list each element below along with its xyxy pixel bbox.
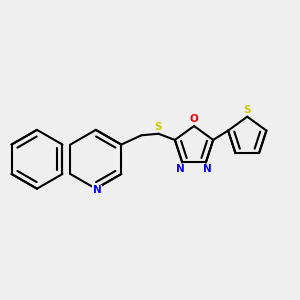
Text: N: N [176, 164, 185, 174]
Text: N: N [93, 185, 102, 195]
Text: O: O [190, 114, 198, 124]
Text: S: S [155, 122, 162, 132]
Text: S: S [244, 105, 251, 115]
Text: N: N [203, 164, 212, 174]
